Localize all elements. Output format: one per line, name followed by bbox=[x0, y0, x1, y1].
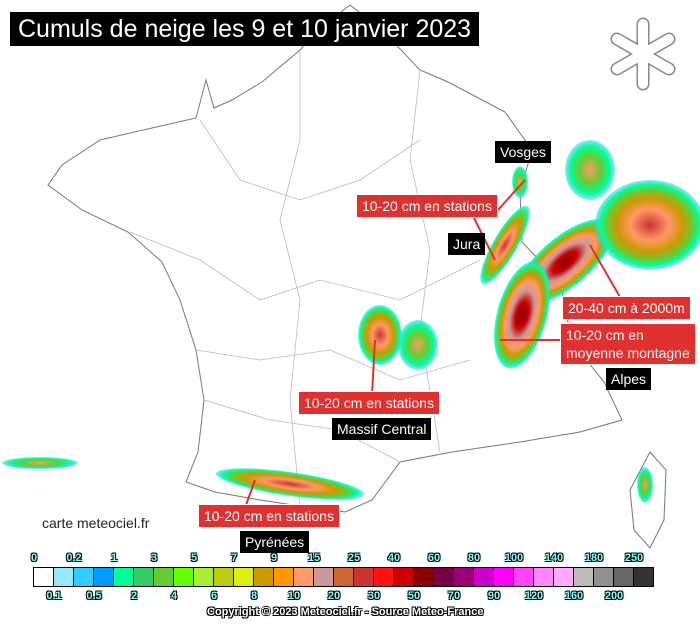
legend-tick-bottom: 0.1 bbox=[46, 590, 62, 602]
label-alpes-mid-line1: 10-20 cm en bbox=[566, 327, 644, 343]
legend-swatch bbox=[474, 568, 494, 586]
legend-tick-bottom: 160 bbox=[564, 590, 584, 602]
snow-alps-swiss bbox=[595, 180, 700, 270]
legend-swatch bbox=[634, 568, 653, 586]
snow-corsica bbox=[637, 467, 653, 503]
legend-swatch bbox=[154, 568, 174, 586]
snow-jura bbox=[480, 205, 530, 285]
legend-tick-top: 7 bbox=[230, 552, 238, 564]
label-jura-note: 10-20 cm en stations bbox=[356, 194, 498, 218]
label-alpes-high: 20-40 cm à 2000m bbox=[562, 296, 691, 320]
legend-swatch bbox=[34, 568, 54, 586]
legend-swatch bbox=[134, 568, 154, 586]
legend-swatch bbox=[374, 568, 394, 586]
legend-swatch bbox=[594, 568, 614, 586]
legend-tick-top: 40 bbox=[387, 552, 401, 564]
legend-tick-top: 80 bbox=[467, 552, 481, 564]
legend-tick-bottom: 20 bbox=[327, 590, 341, 602]
legend-swatch bbox=[114, 568, 134, 586]
legend-swatch bbox=[354, 568, 374, 586]
snow-alps-south bbox=[493, 261, 551, 369]
legend-swatch bbox=[414, 568, 434, 586]
legend-tick-top: 5 bbox=[190, 552, 198, 564]
legend-swatch bbox=[274, 568, 294, 586]
label-pyrenees-note: 10-20 cm en stations bbox=[198, 504, 340, 528]
legend-tick-top: 3 bbox=[150, 552, 158, 564]
legend-swatch bbox=[614, 568, 634, 586]
legend-swatch bbox=[94, 568, 114, 586]
snowflake-icon bbox=[610, 17, 676, 91]
label-alpes-mid: 10-20 cm en moyenne montagne bbox=[560, 323, 696, 365]
legend-tick-bottom: 0.5 bbox=[86, 590, 102, 602]
legend-swatch bbox=[454, 568, 474, 586]
legend-swatch bbox=[234, 568, 254, 586]
legend-swatch bbox=[334, 568, 354, 586]
legend-swatch bbox=[574, 568, 594, 586]
label-pyrenees: Pyrénées bbox=[240, 531, 310, 553]
legend-tick-top: 0.2 bbox=[66, 552, 82, 564]
copyright-text: Copyright © 2023 Meteociel.fr - Source M… bbox=[207, 606, 484, 618]
legend-swatch bbox=[54, 568, 74, 586]
legend-tick-bottom: 200 bbox=[604, 590, 624, 602]
legend-tick-top: 250 bbox=[624, 552, 644, 564]
snow-pyrenees bbox=[215, 468, 365, 500]
label-jura: Jura bbox=[448, 233, 486, 255]
legend-tick-top: 100 bbox=[504, 552, 524, 564]
color-legend bbox=[33, 567, 654, 587]
credit-text: carte meteociel.fr bbox=[42, 515, 150, 531]
snow-pyrenees-west bbox=[2, 457, 78, 469]
legend-swatch bbox=[554, 568, 574, 586]
snow-fields bbox=[2, 140, 700, 503]
legend-tick-bottom: 120 bbox=[524, 590, 544, 602]
legend-tick-top: 60 bbox=[427, 552, 441, 564]
legend-tick-top: 0 bbox=[30, 552, 38, 564]
legend-swatch bbox=[194, 568, 214, 586]
label-massif-central: Massif Central bbox=[332, 418, 432, 440]
legend-tick-bottom: 2 bbox=[130, 590, 138, 602]
label-massif-central-note: 10-20 cm en stations bbox=[298, 391, 440, 415]
legend-tick-bottom: 8 bbox=[250, 590, 258, 602]
snow-alps-italy bbox=[565, 140, 615, 200]
legend-swatch bbox=[294, 568, 314, 586]
legend-swatch bbox=[314, 568, 334, 586]
snow-massif-central-east bbox=[398, 320, 438, 370]
legend-swatch bbox=[434, 568, 454, 586]
legend-tick-top: 25 bbox=[347, 552, 361, 564]
map-title: Cumuls de neige les 9 et 10 janvier 2023 bbox=[10, 12, 480, 46]
label-alpes-mid-line2: moyenne montagne bbox=[566, 345, 690, 361]
legend-tick-bottom: 6 bbox=[210, 590, 218, 602]
legend-swatch bbox=[514, 568, 534, 586]
label-vosges: Vosges bbox=[495, 141, 551, 163]
label-alpes: Alpes bbox=[606, 368, 652, 390]
legend-swatch bbox=[394, 568, 414, 586]
legend-tick-top: 140 bbox=[544, 552, 564, 564]
legend-swatch bbox=[534, 568, 554, 586]
legend-tick-bottom: 4 bbox=[170, 590, 178, 602]
legend-swatch bbox=[254, 568, 274, 586]
legend-tick-top: 180 bbox=[584, 552, 604, 564]
legend-tick-bottom: 30 bbox=[367, 590, 381, 602]
legend-swatch bbox=[74, 568, 94, 586]
legend-tick-bottom: 10 bbox=[287, 590, 301, 602]
legend-tick-bottom: 70 bbox=[447, 590, 461, 602]
legend-tick-top: 9 bbox=[270, 552, 278, 564]
legend-tick-bottom: 90 bbox=[487, 590, 501, 602]
legend-swatch bbox=[214, 568, 234, 586]
legend-tick-top: 1 bbox=[110, 552, 118, 564]
legend-tick-bottom: 50 bbox=[407, 590, 421, 602]
legend-tick-top: 15 bbox=[307, 552, 321, 564]
legend-swatch bbox=[494, 568, 514, 586]
snow-massif-central bbox=[358, 305, 402, 365]
department-borders bbox=[129, 50, 481, 507]
legend-swatch bbox=[174, 568, 194, 586]
